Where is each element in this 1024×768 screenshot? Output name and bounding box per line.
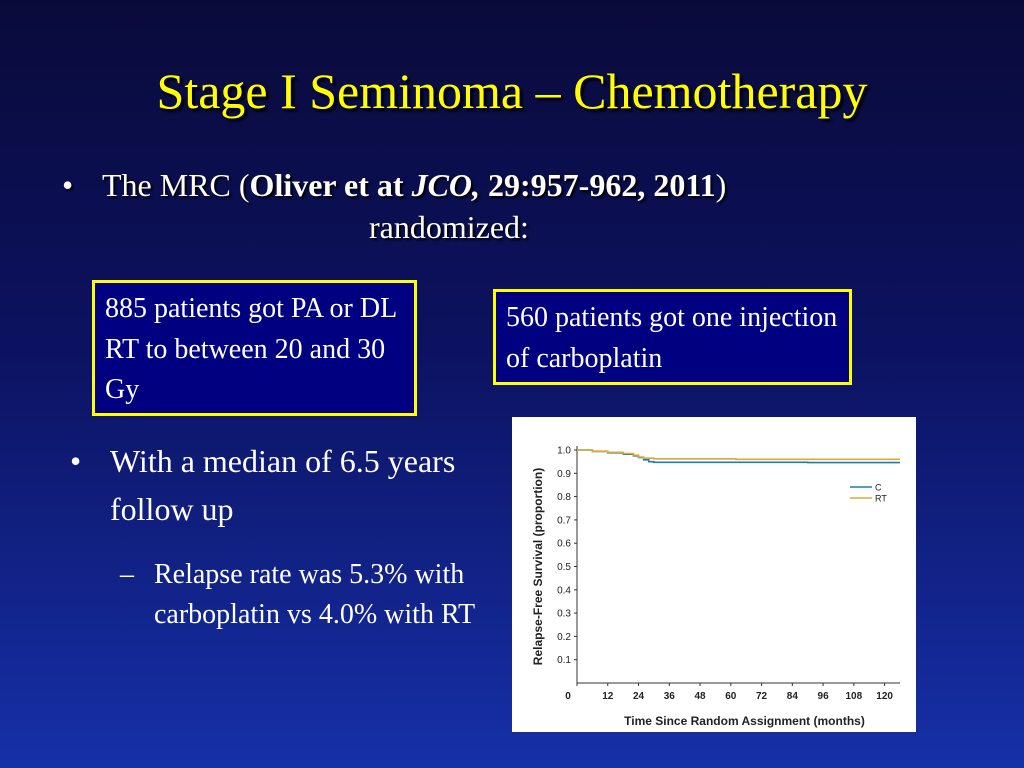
x-tick-label: 84 [787, 691, 799, 702]
y-tick-label: 0.4 [557, 585, 571, 596]
x-tick-label: 0 [565, 691, 571, 702]
series-line-rt [577, 449, 900, 461]
y-tick-label: 0.2 [557, 632, 571, 643]
y-tick-label: 0.7 [557, 515, 571, 526]
followup-bullet: • With a median of 6.5 years follow up [70, 437, 470, 533]
x-tick-label: 60 [725, 691, 737, 702]
relapse-subbullet: – Relapse rate was 5.3% with carboplatin… [120, 555, 480, 635]
intro-prefix: The MRC ( [102, 167, 250, 203]
y-tick-label: 1.0 [557, 446, 571, 457]
x-tick-label: 72 [756, 691, 768, 702]
survival-chart: 0.1 0.2 0.3 0.4 0.5 0.6 0.7 0.8 0.9 1.0 0 12 24 36 48 6… [512, 417, 916, 732]
rt-arm-box: 885 patients got PA or DL RT to between … [92, 280, 417, 416]
dash-symbol: – [120, 559, 134, 590]
slide-title: Stage I Seminoma – Chemotherapy [156, 63, 868, 119]
x-tick-label: 12 [602, 691, 614, 702]
intro-suffix: ) [715, 167, 727, 203]
intro-author: Oliver et at [249, 167, 412, 203]
intro-citation: 29:957-962, 2011 [480, 167, 716, 203]
y-axis-label: Relapse-Free Survival (proportion) [531, 468, 545, 665]
y-tick-label: 0.3 [557, 609, 571, 620]
x-tick-label: 120 [876, 691, 893, 702]
intro-line2: randomized: [369, 208, 529, 245]
x-tick-label: 96 [818, 691, 830, 702]
x-axis-label: Time Since Random Assignment (months) [624, 714, 865, 728]
bullet-symbol: • [70, 443, 82, 479]
series-line-c [577, 449, 900, 464]
intro-bullet: • The MRC (Oliver et at JCO, 29:957-962, … [62, 165, 726, 248]
y-tick-label: 0.1 [557, 655, 571, 666]
intro-journal: JCO, [411, 167, 481, 203]
x-tick-label: 48 [694, 691, 706, 702]
followup-text: With a median of 6.5 years follow up [110, 443, 456, 527]
y-tick-label: 0.5 [557, 562, 571, 573]
carboplatin-arm-box: 560 patients got one injection of carbop… [493, 289, 852, 385]
x-tick-label: 108 [846, 691, 863, 702]
bullet-symbol: • [62, 167, 74, 203]
survival-chart-svg: 0.1 0.2 0.3 0.4 0.5 0.6 0.7 0.8 0.9 1.0 0 12 24 36 48 6… [531, 446, 900, 728]
x-tick-label: 36 [664, 691, 676, 702]
legend-label-rt: RT [875, 494, 887, 504]
x-tick-label: 24 [633, 691, 645, 702]
y-tick-label: 0.8 [557, 492, 571, 503]
y-tick-label: 0.9 [557, 469, 571, 480]
y-tick-label: 0.6 [557, 539, 571, 550]
relapse-text: Relapse rate was 5.3% with carboplatin v… [154, 559, 476, 631]
legend-label-c: C [875, 483, 882, 493]
